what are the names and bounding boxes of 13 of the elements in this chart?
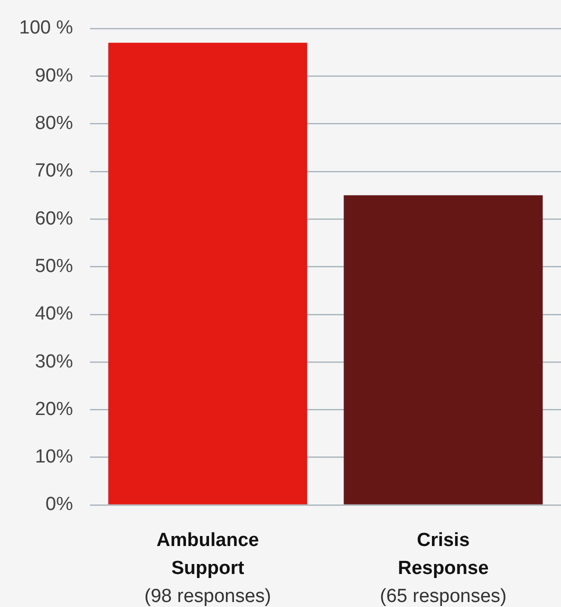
y-tick-label: 90% bbox=[34, 65, 74, 86]
x-tick-label: Ambulance Support (98 responses) bbox=[144, 530, 272, 607]
y-tick-label: 50% bbox=[34, 256, 74, 277]
y-tick-label: 10% bbox=[34, 446, 74, 468]
y-tick-label: 40% bbox=[34, 304, 74, 325]
y-tick-label: 20% bbox=[34, 398, 74, 420]
y-tick-label: 80% bbox=[34, 112, 74, 134]
y-tick-label: 30% bbox=[34, 351, 74, 372]
y-tick-label: 70% bbox=[34, 160, 74, 182]
y-tick-label: 60% bbox=[34, 208, 74, 230]
y-tick-label: 100 % bbox=[19, 18, 74, 39]
y-tick-label: 0% bbox=[46, 494, 74, 516]
x-tick-label: Crisis Response (65 responses) bbox=[380, 530, 507, 607]
